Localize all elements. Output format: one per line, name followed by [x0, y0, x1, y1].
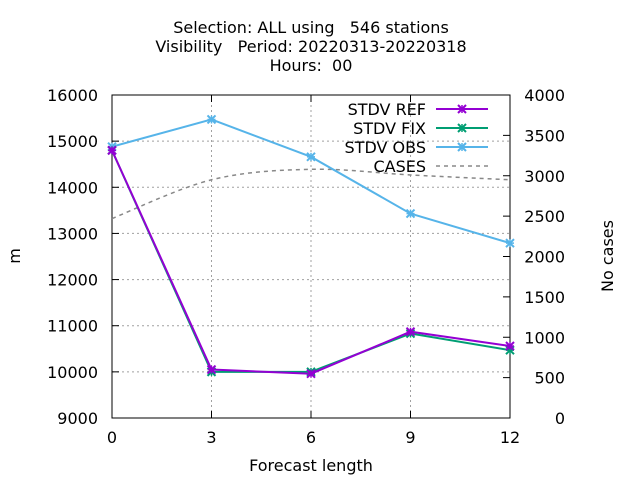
legend-marker-stdv-fix	[457, 123, 467, 133]
x-axis-label: Forecast length	[249, 456, 373, 475]
legend-label-stdv-fix: STDV FIX	[353, 119, 426, 138]
y2-tick-label: 2000	[524, 248, 565, 267]
series-line-cases	[111, 168, 511, 220]
title-line-3: Hours: 00	[270, 56, 353, 75]
y2-tick-label: 0	[555, 409, 565, 428]
title-line-1: Selection: ALL using 546 stations	[173, 18, 449, 37]
y-tick-label: 15000	[47, 132, 98, 151]
legend-marker-stdv-obs	[457, 142, 467, 152]
y-tick-label: 13000	[47, 224, 98, 243]
chart-title: Selection: ALL using 546 stationsVisibil…	[155, 18, 466, 75]
point-stdv-ref	[405, 327, 416, 337]
y-axis-label: m	[5, 248, 24, 264]
y-tick-label: 11000	[47, 317, 98, 336]
y-tick-label: 10000	[47, 363, 98, 382]
point-stdv-ref	[107, 145, 117, 156]
y-tick-label: 9000	[57, 409, 98, 428]
y2-tick-label: 1500	[524, 288, 565, 307]
x-tick-label: 3	[206, 428, 216, 447]
x-tick-label: 9	[405, 428, 415, 447]
y2-tick-label: 3000	[524, 167, 565, 186]
point-stdv-obs	[306, 152, 316, 162]
y2-tick-label: 2500	[524, 207, 565, 226]
y2-tick-label: 1000	[524, 328, 565, 347]
y2-tick-label: 3500	[524, 126, 565, 145]
point-stdv-ref	[306, 368, 316, 379]
y-tick-label: 16000	[47, 86, 98, 105]
legend-label-cases: CASES	[373, 157, 426, 176]
x-tick-label: 0	[107, 428, 117, 447]
title-line-2: Visibility Period: 20220313-20220318	[155, 37, 466, 56]
legend-label-stdv-ref: STDV REF	[348, 100, 426, 119]
x-tick-label: 6	[306, 428, 316, 447]
point-stdv-obs	[206, 114, 217, 125]
axis-ticks: 0 3 6 9 129000100001100012000130001400015000…	[47, 86, 565, 447]
point-stdv-ref	[505, 341, 515, 351]
point-stdv-obs	[405, 208, 416, 219]
y2-tick-label: 500	[534, 369, 565, 388]
legend-marker-stdv-ref	[457, 104, 467, 114]
point-stdv-ref	[206, 364, 217, 375]
series-lines	[107, 114, 515, 379]
y-tick-label: 12000	[47, 271, 98, 290]
x-tick-label: 12	[500, 428, 520, 447]
y2-axis-label: No cases	[598, 220, 617, 292]
grid	[112, 95, 510, 418]
y2-tick-label: 4000	[524, 86, 565, 105]
legend-label-stdv-obs: STDV OBS	[345, 138, 426, 157]
point-stdv-obs	[505, 238, 515, 248]
y-tick-label: 14000	[47, 178, 98, 197]
